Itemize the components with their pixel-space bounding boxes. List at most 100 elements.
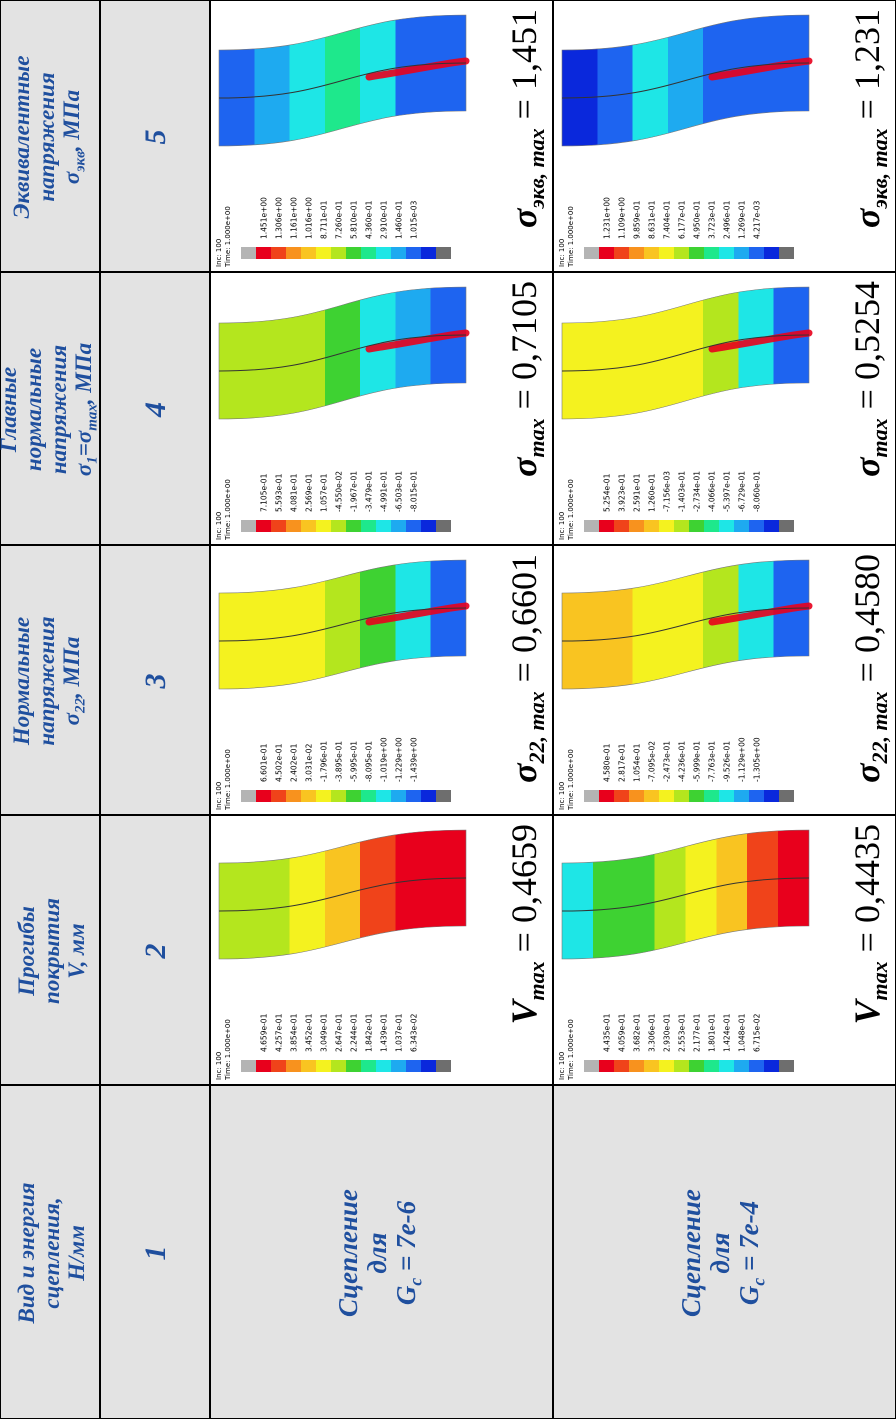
- table-cell: Inc: 100 Time: 1.000e+00 4.435e-01 4.059e-0…: [553, 815, 896, 1085]
- text-line: Сцепление: [676, 1189, 707, 1317]
- result-text: = 1,451: [504, 9, 544, 128]
- legend-value: 4.502e-01: [275, 743, 284, 782]
- legend-swatch: [331, 790, 346, 802]
- legend-swatch: [779, 247, 794, 259]
- legend-swatch: [241, 247, 256, 259]
- legend-value: -7.095e-02: [648, 741, 657, 782]
- legend-value: -1.796e-01: [320, 741, 329, 782]
- result-text: = 0,7105: [504, 281, 544, 418]
- text-line: σ22, МПа: [59, 637, 94, 726]
- interface-line: [561, 334, 810, 372]
- subscript: max: [84, 404, 101, 431]
- legend-value: 4.360e-01: [365, 200, 374, 239]
- text-line: Gc = 7e-6: [391, 1201, 430, 1306]
- cell-text: Главные нормальные напряжения σ1=σmax, МПа: [0, 273, 101, 546]
- legend-swatch: [406, 520, 421, 532]
- legend-swatch: [644, 790, 659, 802]
- legend-value: 3.923e-01: [618, 473, 627, 512]
- legend-swatch: [629, 247, 644, 259]
- text-line: напряжения: [33, 72, 59, 202]
- legend-time: Time: 1.000e+00: [224, 1019, 232, 1081]
- text-line: Gc = 7e-4: [734, 1201, 773, 1305]
- result-text: = 0,4435: [847, 824, 887, 961]
- legend-swatch: [659, 790, 674, 802]
- legend-swatch: [749, 247, 764, 259]
- legend-value: 4.950e-01: [693, 200, 702, 239]
- legend-swatch: [361, 1060, 376, 1072]
- legend-value: -1.229e+00: [395, 737, 404, 782]
- legend-swatch: [286, 247, 301, 259]
- subscript: c: [405, 1277, 426, 1286]
- legend-value: 2.930e-01: [663, 1013, 672, 1052]
- interface-line: [561, 877, 810, 912]
- legend-value: 4.217e-03: [753, 200, 762, 239]
- legend-swatch: [779, 790, 794, 802]
- legend-swatch: [719, 247, 734, 259]
- legend-value: 1.451e+00: [260, 197, 269, 239]
- legend-swatch: [376, 247, 391, 259]
- legend-value: -1.305e+00: [753, 737, 762, 782]
- cell-text: 2: [101, 816, 211, 1086]
- stress-zone: [365, 602, 470, 626]
- legend-swatch: [644, 520, 659, 532]
- legend-swatch: [674, 520, 689, 532]
- result-label: Vmax = 0,4435: [847, 824, 892, 1024]
- stress-zone: [365, 329, 470, 353]
- cell-content: Inc: 100 Time: 1.000e+00 7.105e-01 5.593e-0…: [211, 273, 554, 546]
- legend-swatch: [286, 520, 301, 532]
- legend-swatch: [391, 520, 406, 532]
- text-line: Нормальные: [8, 616, 34, 746]
- legend-swatch: [584, 1060, 599, 1072]
- cell-content: Главные нормальные напряжения σ1=σmax, МПа: [0, 273, 101, 546]
- interface-line: [218, 62, 467, 99]
- interface-line: [561, 62, 810, 99]
- legend-inc: Inc: 100: [215, 1052, 223, 1080]
- legend-swatch: [764, 247, 779, 259]
- table-cell: 3: [100, 545, 210, 815]
- legend-value: 1.161e+00: [290, 197, 299, 239]
- text-line: Эквивалентные: [8, 55, 34, 219]
- legend-inc: Inc: 100: [558, 1052, 566, 1080]
- table-cell: Inc: 100 Time: 1.000e+00 4.580e-01 2.817e-0…: [553, 545, 896, 815]
- legend-value: -1.439e+00: [410, 737, 419, 782]
- text-part: =σ: [71, 430, 97, 457]
- result-text: V: [847, 997, 887, 1024]
- legend-inc: Inc: 100: [215, 782, 223, 810]
- legend-swatch: [584, 520, 599, 532]
- legend-swatch: [749, 520, 764, 532]
- cell-content: Inc: 100 Time: 1.000e+00 4.659e-01 4.257e-0…: [211, 816, 554, 1086]
- table-cell: Inc: 100 Time: 1.000e+00 4.659e-01 4.257e-0…: [210, 815, 553, 1085]
- legend-swatch: [614, 1060, 629, 1072]
- legend-swatch: [241, 1060, 256, 1072]
- legend-value: 1.037e-01: [395, 1013, 404, 1052]
- legend-value: 2.591e-01: [633, 473, 642, 512]
- cell-figure: Inc: 100 Time: 1.000e+00 1.231e+00 1.109e+0…: [558, 9, 892, 268]
- table-cell: Сцепление для Gc = 7e-6: [210, 1085, 553, 1419]
- legend-value: 1.015e-03: [410, 200, 419, 239]
- text-part: G: [391, 1285, 422, 1306]
- legend-value: 4.059e-01: [618, 1013, 627, 1052]
- legend-swatch: [749, 1060, 764, 1072]
- result-label: σ22, max = 0,4580: [847, 554, 892, 783]
- legend-swatch: [436, 520, 451, 532]
- result-subscript: max: [867, 961, 892, 1000]
- legend-swatch: [361, 790, 376, 802]
- legend-value: 7.260e-01: [335, 200, 344, 239]
- legend-swatch: [271, 790, 286, 802]
- legend-value: 1.306e+00: [275, 197, 284, 239]
- legend-value: 6.343e-02: [410, 1013, 419, 1052]
- result-subscript: экв, max: [524, 128, 549, 209]
- legend-swatch: [779, 1060, 794, 1072]
- legend-value: 3.854e-01: [290, 1013, 299, 1052]
- cell-content: 3: [101, 546, 211, 816]
- cell-content: Сцепление для Gc = 7e-4: [554, 1086, 896, 1419]
- legend-swatch: [734, 520, 749, 532]
- result-text: σ: [504, 456, 544, 477]
- text-line: σэкв, МПа: [59, 90, 94, 184]
- table-cell: 4: [100, 272, 210, 545]
- legend-swatch: [376, 520, 391, 532]
- cell-content: 1: [101, 1086, 211, 1419]
- legend-inc: Inc: 100: [215, 239, 223, 267]
- legend-swatch: [614, 520, 629, 532]
- result-subscript: max: [524, 961, 549, 1000]
